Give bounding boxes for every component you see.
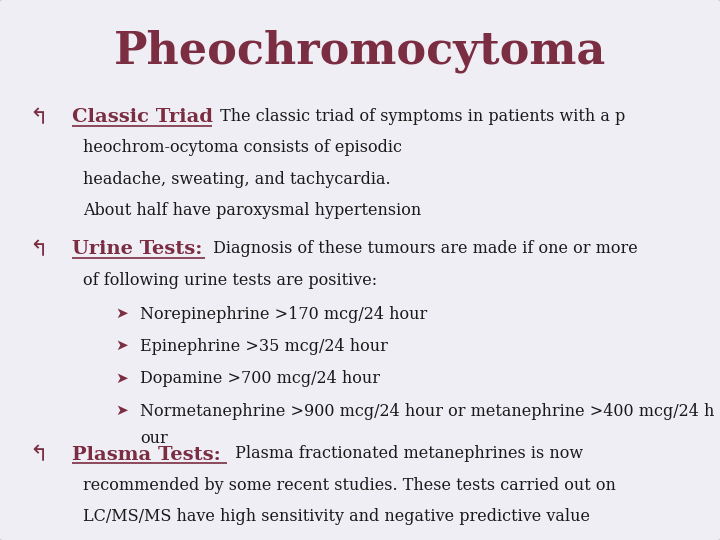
Text: recommended by some recent studies. These tests carried out on: recommended by some recent studies. Thes… [83, 477, 616, 494]
Text: Epinephrine >35 mcg/24 hour: Epinephrine >35 mcg/24 hour [140, 338, 388, 355]
Text: Plasma fractionated metanephrines is now: Plasma fractionated metanephrines is now [230, 446, 582, 462]
Text: Dopamine >700 mcg/24 hour: Dopamine >700 mcg/24 hour [140, 370, 380, 387]
Text: ↰: ↰ [29, 108, 48, 128]
Text: Classic Triad: Classic Triad [72, 108, 213, 126]
Text: Norepinephrine >170 mcg/24 hour: Norepinephrine >170 mcg/24 hour [140, 306, 428, 322]
Text: headache, sweating, and tachycardia.: headache, sweating, and tachycardia. [83, 171, 390, 187]
Text: our: our [140, 430, 168, 448]
Text: ➤: ➤ [115, 370, 128, 386]
Text: ➤: ➤ [115, 403, 128, 418]
Text: Normetanephrine >900 mcg/24 hour or metanephrine >400 mcg/24 h: Normetanephrine >900 mcg/24 hour or meta… [140, 403, 715, 420]
Text: About half have paroxysmal hypertension: About half have paroxysmal hypertension [83, 202, 421, 219]
Text: ↰: ↰ [29, 240, 48, 260]
Text: ➤: ➤ [115, 306, 128, 321]
Text: Plasma Tests:: Plasma Tests: [72, 446, 221, 463]
Text: heochrom-ocytoma consists of episodic: heochrom-ocytoma consists of episodic [83, 139, 402, 156]
Text: The classic triad of symptoms in patients with a p: The classic triad of symptoms in patient… [215, 108, 626, 125]
Text: of following urine tests are positive:: of following urine tests are positive: [83, 272, 377, 288]
Text: Diagnosis of these tumours are made if one or more: Diagnosis of these tumours are made if o… [208, 240, 638, 257]
Text: Urine Tests:: Urine Tests: [72, 240, 202, 258]
Text: LC/MS/MS have high sensitivity and negative predictive value: LC/MS/MS have high sensitivity and negat… [83, 508, 590, 525]
Text: ↰: ↰ [29, 446, 48, 465]
Text: ➤: ➤ [115, 338, 128, 353]
Text: Pheochromocytoma: Pheochromocytoma [114, 30, 606, 73]
